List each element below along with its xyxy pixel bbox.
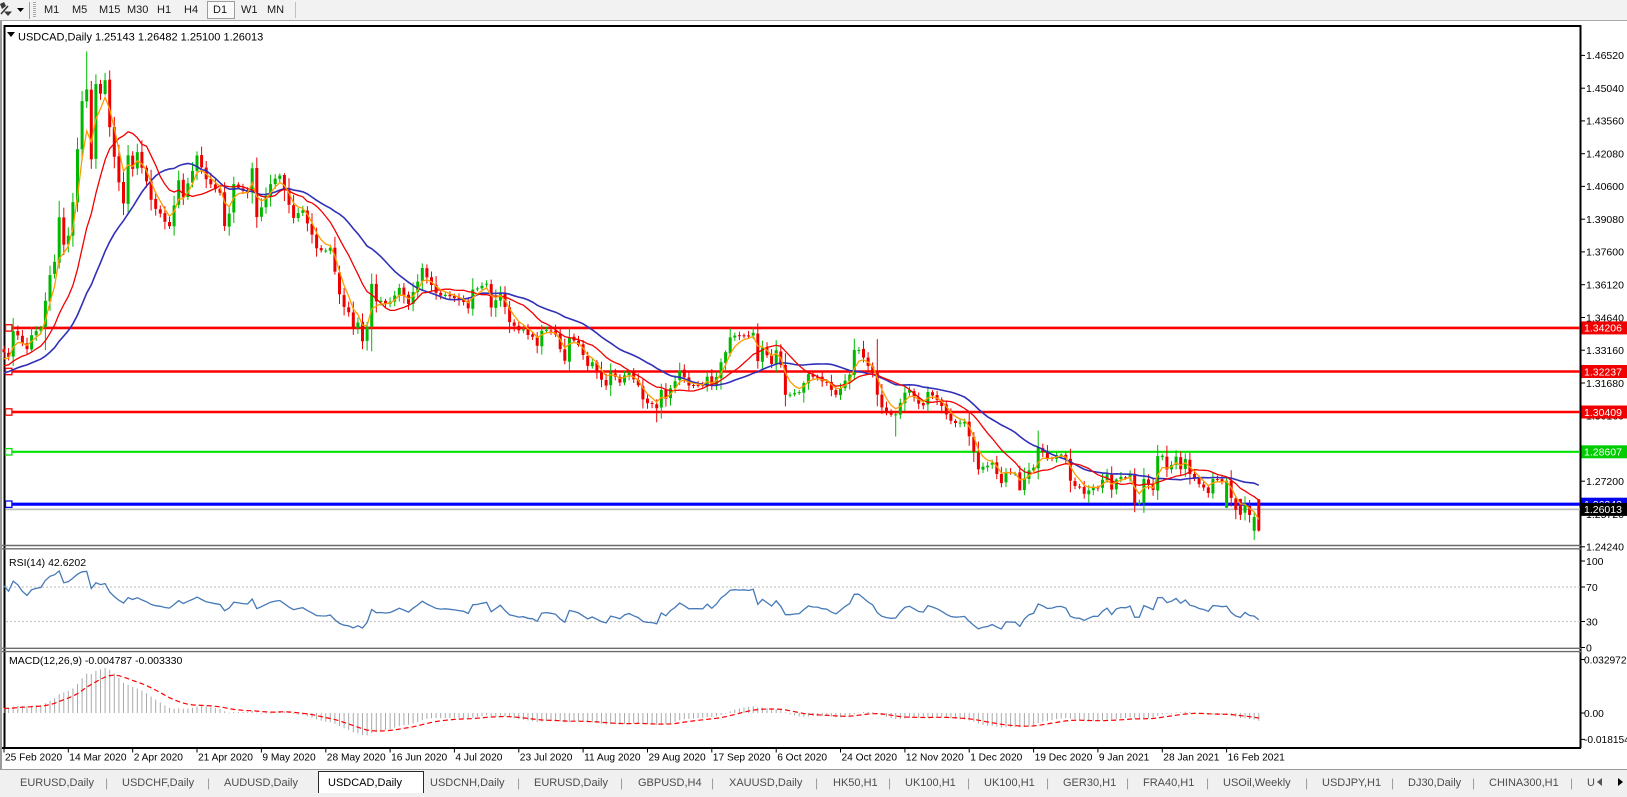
svg-text:28 May 2020: 28 May 2020 — [327, 753, 386, 764]
svg-text:1.34206: 1.34206 — [1584, 323, 1622, 335]
svg-text:1.28607: 1.28607 — [1584, 447, 1622, 459]
svg-text:0: 0 — [1586, 642, 1592, 654]
svg-text:0.00: 0.00 — [1584, 709, 1604, 720]
svg-text:25 Feb 2020: 25 Feb 2020 — [5, 753, 63, 764]
svg-text:1.27200: 1.27200 — [1586, 476, 1624, 488]
svg-text:24 Oct 2020: 24 Oct 2020 — [842, 753, 898, 764]
svg-text:1.45040: 1.45040 — [1586, 83, 1624, 95]
svg-text:11 Aug 2020: 11 Aug 2020 — [584, 753, 641, 764]
svg-text:1.37600: 1.37600 — [1586, 247, 1624, 259]
svg-text:1.31680: 1.31680 — [1586, 378, 1624, 390]
svg-text:2 Apr 2020: 2 Apr 2020 — [134, 753, 184, 764]
svg-text:29 Aug 2020: 29 Aug 2020 — [649, 753, 707, 764]
svg-text:1.40600: 1.40600 — [1586, 181, 1624, 193]
svg-text:1.43560: 1.43560 — [1586, 116, 1624, 128]
svg-text:12 Nov 2020: 12 Nov 2020 — [906, 753, 964, 764]
svg-text:16 Feb 2021: 16 Feb 2021 — [1228, 753, 1286, 764]
svg-text:17 Sep 2020: 17 Sep 2020 — [713, 753, 771, 764]
svg-text:9 Jan 2021: 9 Jan 2021 — [1099, 753, 1150, 764]
svg-text:1.34640: 1.34640 — [1586, 312, 1624, 324]
svg-text:1.33160: 1.33160 — [1586, 345, 1624, 357]
svg-text:21 Apr 2020: 21 Apr 2020 — [198, 753, 253, 764]
svg-text:1.46520: 1.46520 — [1586, 50, 1624, 62]
svg-text:1.39080: 1.39080 — [1586, 214, 1624, 226]
svg-text:-0.018154: -0.018154 — [1584, 735, 1627, 746]
svg-text:14 Mar 2020: 14 Mar 2020 — [69, 753, 127, 764]
svg-text:USDCAD,Daily 1.25143 1.26482: USDCAD,Daily 1.25143 1.26482 1.25100 1.2… — [18, 32, 263, 44]
svg-text:MACD(12,26,9) -0.004787 -0.003: MACD(12,26,9) -0.004787 -0.003330 — [9, 655, 183, 667]
svg-text:0.032972: 0.032972 — [1584, 655, 1627, 666]
svg-text:70: 70 — [1586, 582, 1598, 594]
svg-text:1.24240: 1.24240 — [1586, 542, 1624, 554]
svg-text:9 May 2020: 9 May 2020 — [262, 753, 316, 764]
svg-text:1.32237: 1.32237 — [1584, 366, 1622, 378]
svg-text:28 Jan 2021: 28 Jan 2021 — [1163, 753, 1219, 764]
svg-text:4 Jul 2020: 4 Jul 2020 — [455, 753, 502, 764]
svg-text:19 Dec 2020: 19 Dec 2020 — [1035, 753, 1093, 764]
svg-text:16 Jun 2020: 16 Jun 2020 — [391, 753, 447, 764]
svg-text:1.26013: 1.26013 — [1584, 504, 1622, 516]
svg-text:1.30409: 1.30409 — [1584, 407, 1622, 419]
svg-text:RSI(14) 42.6202: RSI(14) 42.6202 — [9, 557, 86, 569]
svg-text:30: 30 — [1586, 616, 1598, 628]
svg-text:100: 100 — [1586, 556, 1604, 568]
svg-text:1.36120: 1.36120 — [1586, 280, 1624, 292]
svg-text:1 Dec 2020: 1 Dec 2020 — [970, 753, 1022, 764]
svg-text:6 Oct 2020: 6 Oct 2020 — [777, 753, 827, 764]
svg-text:23 Jul 2020: 23 Jul 2020 — [520, 753, 573, 764]
svg-text:1.42080: 1.42080 — [1586, 149, 1624, 161]
